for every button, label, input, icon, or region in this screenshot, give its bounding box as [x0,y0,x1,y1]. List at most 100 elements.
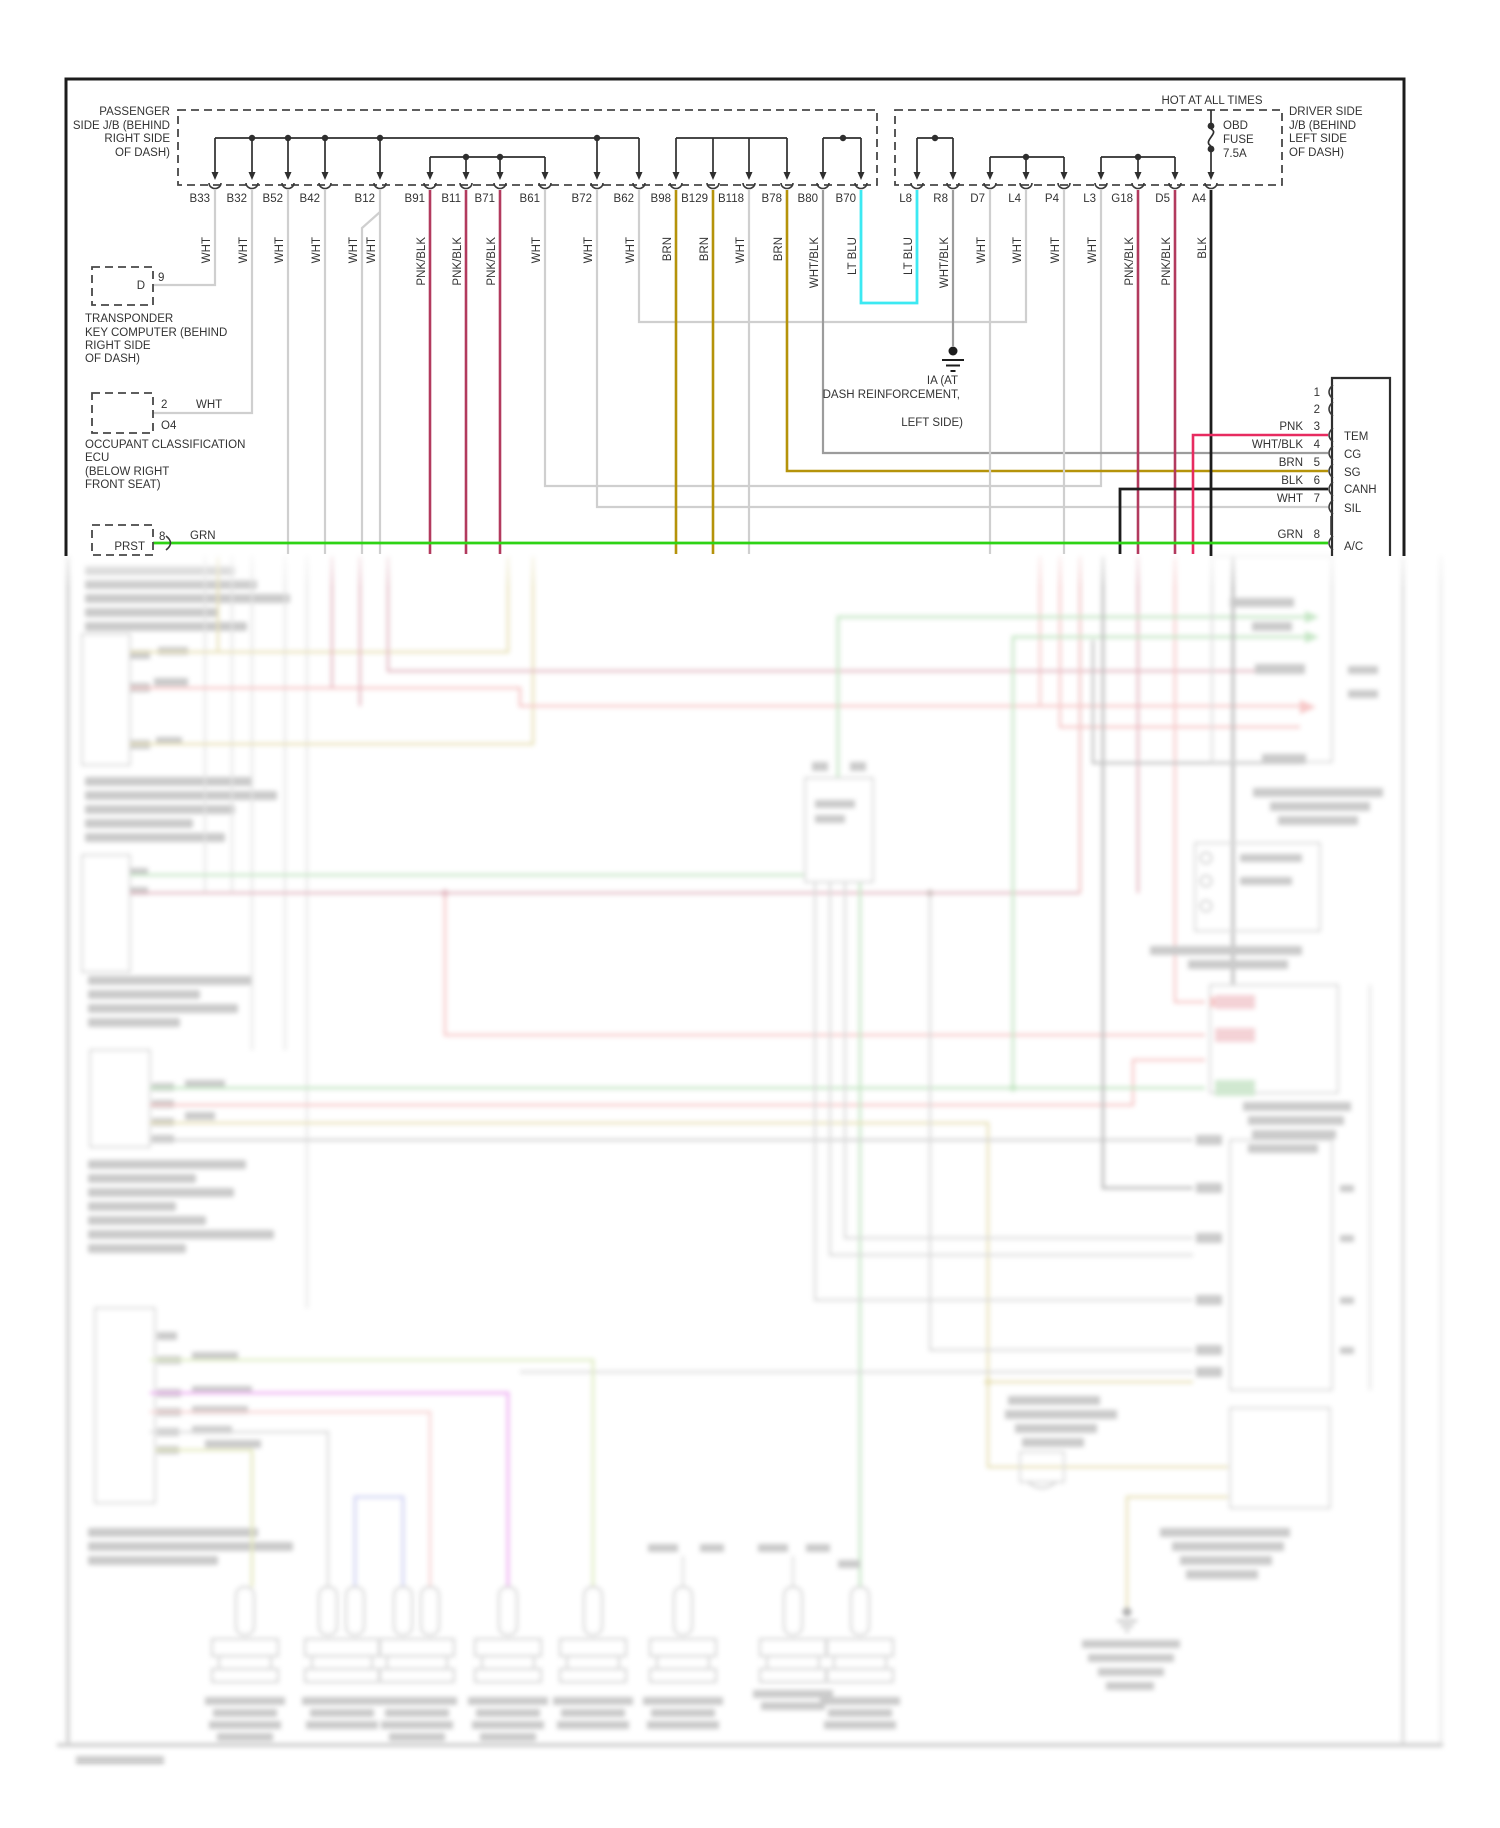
terminal-label: B33 [190,193,210,205]
wire-label: BRN [699,237,711,261]
wire-label: LT BLU [903,237,915,275]
prst-label: PRST [114,541,145,553]
terminal-label: A4 [1192,193,1207,205]
occupant-line2: ECU [85,452,109,464]
terminal-label: B80 [798,193,818,205]
terminal-label: B52 [263,193,283,205]
blurred-relay-box [1150,842,1321,969]
transponder-line4: OF DASH) [85,353,140,365]
driver-jb-line3: LEFT SIDE [1289,133,1347,145]
blurred-text-block [85,777,277,842]
ecu-pin-name: SIL [1344,503,1362,515]
wire-label: WHT/BLK [939,237,951,288]
fuse-line3: 7.5A [1223,148,1247,160]
wire-label: LT BLU [847,237,859,275]
jb-terminal-labels: B33 B32 B52 B42 B12 B91 B11 B71 B61 B72 … [190,193,1207,205]
wire-label: WHT [348,237,360,263]
ecu-pin-num: 6 [1314,475,1320,487]
terminal-label: B72 [572,193,592,205]
terminal-label: B78 [762,193,782,205]
ecu-pin-num: 4 [1314,439,1321,451]
passenger-jb-line2: SIDE J/B (BEHIND [73,120,170,132]
wire-label: WHT [735,237,747,263]
wire-label: WHT [976,237,988,263]
wire-label: BLK [1197,237,1209,259]
driver-jb-line1: DRIVER SIDE [1289,106,1363,118]
occupant-line1: OCCUPANT CLASSIFICATION [85,439,245,451]
ecu-pin-num: 7 [1314,493,1320,505]
terminal-label: B91 [405,193,425,205]
ecu-pin-wire: BRN [1279,457,1303,469]
blurred-component-box [81,854,131,973]
blurred-text-block [88,1160,274,1253]
ecu-pin-wire: WHT/BLK [1252,439,1303,451]
transponder-terminal: D [137,280,145,292]
blurred-right-connector [1211,555,1383,825]
ecu-pin-name: CANH [1344,484,1377,496]
wire-label: WHT [366,237,378,263]
terminal-label: R8 [933,193,948,205]
terminal-label: L4 [1008,193,1021,205]
wire-label: PNK/BLK [1124,237,1136,286]
blurred-connector-row [205,1586,900,1741]
terminal-label: L8 [899,193,912,205]
ecu-pin-num: 2 [1314,404,1320,416]
occupant-line3: (BELOW RIGHT [85,466,169,478]
terminal-label: B12 [355,193,375,205]
wire-label: WHT [311,237,323,263]
ecu-pin-wire: WHT [1277,493,1303,505]
passenger-jb-box [177,109,878,186]
passenger-jb-label: PASSENGER SIDE J/B (BEHIND RIGHT SIDE OF… [73,106,170,159]
wire-label: WHT [238,237,250,263]
terminal-label: B61 [520,193,540,205]
wire-label: WHT [1087,237,1099,263]
blurred-wires [130,556,1305,1608]
terminal-label: L3 [1083,193,1096,205]
wire-label: BRN [773,237,785,261]
ground-symbol-ia: IA (AT DASH REINFORCEMENT, LEFT SIDE) [823,346,964,429]
ecu-pin-name: SG [1344,467,1361,479]
wire-label: PNK/BLK [416,237,428,286]
passenger-jb-line1: PASSENGER [99,106,170,118]
page-frame [64,77,1406,556]
wire-label: WHT [531,237,543,263]
wire-label: BRN [662,237,674,261]
wire-label: WHT [625,237,637,263]
jb-terminal-arrows [208,138,1218,190]
transponder-line3: RIGHT SIDE [85,340,151,352]
blurred-component-box [94,1307,156,1504]
wires [153,190,1328,556]
blurred-text-block [88,1528,293,1565]
terminal-label: B70 [836,193,856,205]
transponder-line2: KEY COMPUTER (BEHIND [85,327,227,339]
prst-wire: GRN [190,530,216,542]
blurred-ground-symbol [1082,1607,1180,1690]
passenger-jb-line4: OF DASH) [115,147,170,159]
obd-fuse: OBD FUSE 7.5A [1207,110,1254,172]
crisp-diagram-section: PASSENGER SIDE J/B (BEHIND RIGHT SIDE OF… [64,77,1406,556]
transponder-key-computer: D 9 TRANSPONDER KEY COMPUTER (BEHIND RIG… [85,266,227,365]
wire-label: PNK/BLK [486,237,498,286]
prst-component: PRST 8 GRN [91,524,216,556]
terminal-label: G18 [1111,193,1133,205]
terminal-label: P4 [1045,193,1060,205]
blur-wash-overlay [50,552,1450,1762]
terminal-label: B118 [718,193,744,205]
ground-label-line3: LEFT SIDE) [901,417,963,429]
ecu-pin-name: A/C [1344,541,1363,553]
hot-at-all-times-label: HOT AT ALL TIMES [1162,95,1263,107]
wire-label: PNK/BLK [1161,237,1173,286]
terminal-label: B129 [681,193,708,205]
driver-jb-box [894,109,1283,186]
ecu-pin-num: 1 [1314,387,1320,399]
blurred-component-box [81,633,131,766]
prst-pin: 8 [159,531,165,543]
occupant-wire: WHT [196,399,222,411]
blurred-component-box [89,1049,151,1148]
blurred-sensor [1005,1396,1117,1489]
blurred-diagram-section [57,555,1443,1764]
occupant-connector: O4 [161,420,177,432]
ecu-pin-wire: BLK [1281,475,1303,487]
